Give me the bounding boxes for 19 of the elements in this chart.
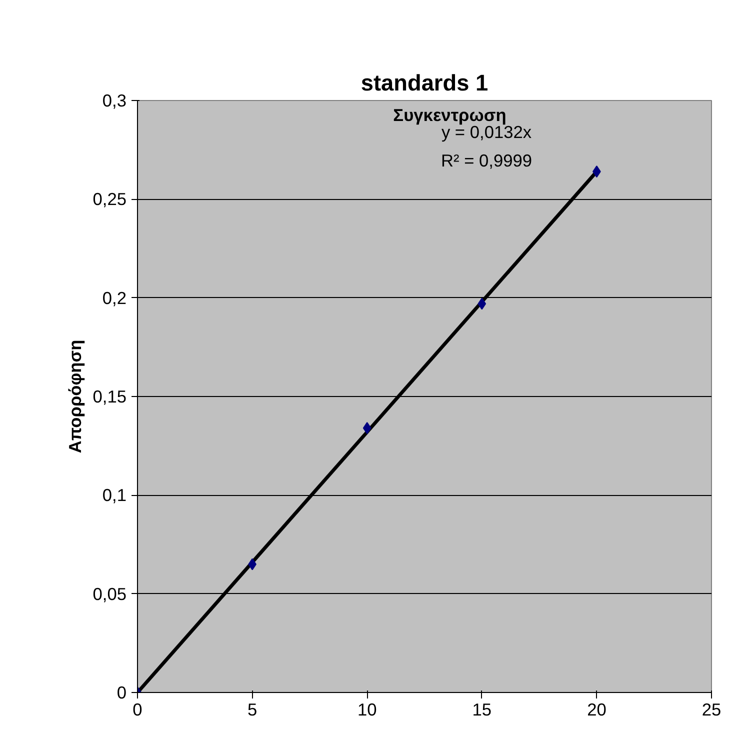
x-tick-label: 25 <box>702 700 722 720</box>
x-tick-label: 10 <box>357 700 377 720</box>
chart-title: standards 1 <box>360 70 488 96</box>
x-tick-label: 5 <box>247 700 258 720</box>
x-axis-title: Συγκεντρωση <box>393 105 506 126</box>
annotation: R² = 0,9999 <box>440 150 532 171</box>
x-tick-label: 15 <box>472 700 492 720</box>
y-tick-label: 0,15 <box>92 386 127 406</box>
point <box>478 298 486 310</box>
y-tick-label: 0,05 <box>92 584 127 604</box>
y-tick-label: 0,3 <box>102 90 127 110</box>
y-tick-label: 0 <box>116 682 127 702</box>
x-tick-label: 0 <box>132 700 142 720</box>
y-tick-label: 0,1 <box>102 485 127 506</box>
point <box>362 422 372 434</box>
y-tick-label: 0,25 <box>92 189 127 210</box>
x-tick-label: 20 <box>587 700 606 720</box>
y-axis-title: Απορρόφηση <box>64 340 85 454</box>
y-tick-label: 0,2 <box>102 288 127 308</box>
